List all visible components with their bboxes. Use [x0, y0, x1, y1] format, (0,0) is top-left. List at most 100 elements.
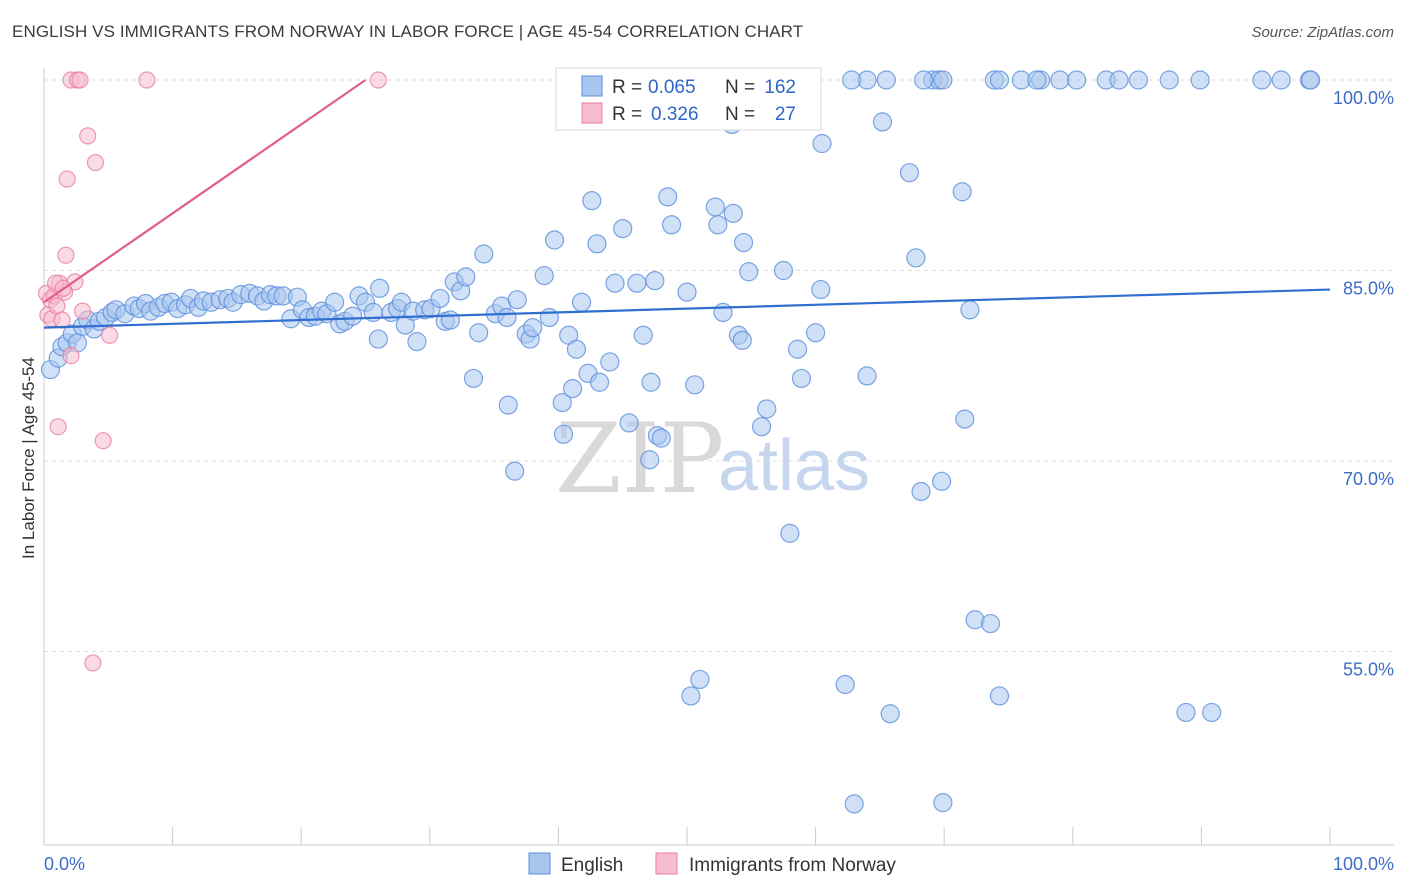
y-tick-label: 55.0% — [1343, 660, 1394, 680]
english-point — [325, 292, 345, 312]
english-point — [933, 70, 953, 90]
english-point — [645, 271, 665, 291]
norway-point — [57, 246, 75, 264]
english-point — [933, 793, 953, 813]
english-point — [880, 704, 900, 724]
english-point — [857, 366, 877, 386]
gridlines — [44, 79, 1394, 652]
english-point — [844, 794, 864, 814]
english-point — [1067, 70, 1087, 90]
english-point — [732, 330, 752, 350]
norway-r-label: R = — [612, 104, 642, 125]
english-point — [685, 375, 705, 395]
watermark-zip: ZIP — [555, 403, 724, 515]
english-point — [899, 163, 920, 183]
english-point — [619, 413, 639, 433]
english-point — [681, 686, 701, 706]
y-axis-title: In Labor Force | Age 45-54 — [19, 357, 38, 559]
english-point — [587, 234, 607, 254]
english-point — [370, 278, 390, 298]
english-point — [1202, 702, 1222, 723]
legend-english-swatch — [528, 852, 551, 875]
english-point — [589, 372, 610, 392]
english-point — [723, 203, 743, 223]
norway-point — [62, 346, 80, 365]
norway-n-label: N = — [725, 104, 755, 125]
english-point — [955, 409, 975, 429]
english-point — [677, 282, 697, 302]
english-point — [407, 332, 427, 352]
english-point — [566, 339, 587, 359]
english-point — [498, 395, 518, 415]
english-point — [805, 323, 826, 343]
english-point — [952, 182, 972, 202]
english-point — [811, 279, 831, 300]
english-point — [751, 417, 772, 437]
english-point — [914, 70, 934, 90]
english-point — [633, 325, 653, 345]
legend-norway-swatch — [655, 852, 678, 875]
english-point — [932, 471, 952, 491]
english-point — [1190, 70, 1210, 90]
watermark-atlas: atlas — [718, 426, 870, 506]
english-point — [627, 273, 647, 293]
english-point — [440, 310, 460, 330]
english-point — [463, 368, 484, 389]
english-point — [661, 215, 682, 235]
english-swatch — [581, 75, 603, 97]
y-tick-label: 85.0% — [1343, 279, 1394, 299]
english-point — [1128, 70, 1148, 90]
english-n-value: 162 — [764, 77, 796, 98]
norway-trendline — [43, 79, 367, 304]
english-r-value: 0.065 — [648, 77, 696, 98]
norway-point — [73, 302, 92, 320]
english-point — [733, 232, 754, 253]
english-point — [658, 187, 678, 207]
norway-points — [37, 71, 387, 672]
norway-point — [84, 654, 102, 672]
y-tick-label: 70.0% — [1343, 469, 1394, 489]
norway-point — [58, 170, 76, 188]
stats-legend: R = 0.065 N = 162 R = 0.326 N = 27 — [555, 67, 822, 131]
chart-title: ENGLISH VS IMMIGRANTS FROM NORWAY IN LAB… — [12, 22, 804, 41]
norway-point — [86, 153, 105, 172]
english-point — [989, 70, 1010, 90]
english-point — [474, 244, 494, 264]
y-tick-labels: 55.0% 70.0% 85.0% 100.0% — [1333, 88, 1394, 680]
norway-point — [100, 326, 119, 344]
english-point — [534, 265, 554, 286]
y-tick-label: 100.0% — [1333, 88, 1394, 108]
english-point — [835, 674, 855, 695]
norway-r-value: 0.326 — [651, 104, 699, 125]
x-tick-label-min: 0.0% — [44, 854, 85, 874]
english-point — [544, 230, 565, 250]
norway-n-value: 27 — [775, 104, 796, 125]
english-point — [980, 613, 1001, 634]
norway-point — [138, 71, 156, 89]
english-point — [1301, 70, 1321, 90]
english-point — [507, 290, 527, 310]
english-point — [552, 392, 572, 413]
norway-point — [71, 71, 89, 89]
norway-point — [53, 311, 71, 329]
english-point — [539, 307, 559, 328]
norway-swatch — [581, 102, 603, 124]
english-point — [368, 329, 388, 349]
english-point — [553, 424, 574, 444]
english-point — [757, 399, 777, 419]
english-point — [1252, 70, 1272, 90]
english-point — [505, 461, 525, 481]
series-legend: English Immigrants from Norway — [528, 852, 896, 876]
english-point — [343, 306, 363, 326]
english-point — [651, 428, 671, 448]
english-point — [876, 70, 896, 90]
english-point — [708, 215, 728, 235]
english-point — [523, 318, 543, 338]
norway-point — [94, 432, 112, 450]
english-point — [739, 262, 759, 282]
english-point — [787, 339, 808, 359]
english-point — [571, 292, 592, 312]
english-point — [989, 686, 1010, 706]
trendlines — [43, 79, 1331, 329]
english-r-label: R = — [612, 77, 642, 98]
